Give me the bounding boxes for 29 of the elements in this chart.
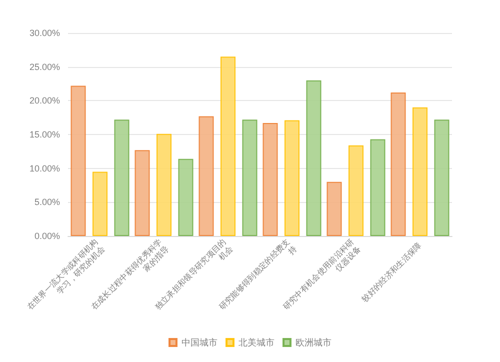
bar xyxy=(242,120,258,236)
bar xyxy=(114,120,130,236)
x-tick-label: 较好的经济和生活保障 xyxy=(360,240,424,304)
bar xyxy=(92,172,108,236)
bar xyxy=(348,145,364,236)
bar xyxy=(370,139,386,236)
bar xyxy=(326,182,342,236)
bar xyxy=(262,122,278,236)
legend-label: 欧洲城市 xyxy=(296,338,332,348)
bar xyxy=(284,120,300,236)
y-tick-label: 5.00% xyxy=(34,197,60,208)
y-tick-label: 15.00% xyxy=(29,130,60,140)
legend-label: 北美城市 xyxy=(238,338,274,348)
bar xyxy=(156,134,172,236)
y-tick-label: 25.00% xyxy=(29,62,60,72)
y-tick-label: 30.00% xyxy=(29,28,60,38)
y-tick-label: 10.00% xyxy=(29,163,60,174)
bar xyxy=(390,92,406,236)
legend-label: 中国城市 xyxy=(182,338,218,348)
y-tick-label: 20.00% xyxy=(29,96,60,106)
bar xyxy=(434,120,450,236)
y-tick-label: 0.00% xyxy=(34,231,60,241)
bar xyxy=(412,107,428,236)
bar xyxy=(220,56,236,236)
bar xyxy=(134,150,150,236)
bar xyxy=(198,116,214,236)
bar xyxy=(306,80,322,236)
bar xyxy=(70,86,86,236)
bar xyxy=(178,158,194,236)
